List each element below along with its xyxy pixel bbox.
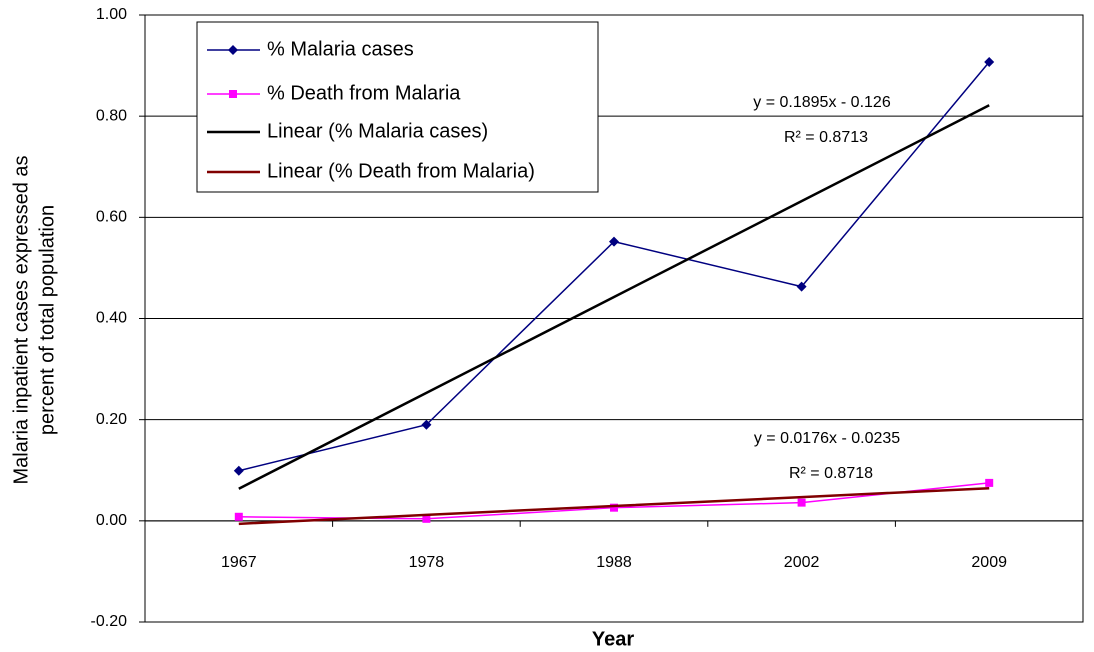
y-tick-label: 1.00 xyxy=(96,6,127,23)
x-tick-label: 1978 xyxy=(409,554,445,571)
legend-label: Linear (% Death from Malaria) xyxy=(267,160,535,182)
point xyxy=(609,236,619,247)
point xyxy=(421,419,432,430)
legend-label: Linear (% Malaria cases) xyxy=(267,120,488,142)
point xyxy=(984,57,995,68)
point xyxy=(797,498,806,507)
y-tick-label: 0.00 xyxy=(96,512,127,529)
series-line xyxy=(238,486,990,526)
trend-equation: y = 0.1895x - 0.126 xyxy=(753,94,891,111)
trend-r-squared: R² = 0.8718 xyxy=(789,465,873,482)
x-tick-label: 2009 xyxy=(971,554,1007,571)
y-tick-label: 0.80 xyxy=(96,107,127,124)
point xyxy=(233,465,244,476)
y-axis-title: Malaria inpatient cases expressed as per… xyxy=(10,155,58,484)
legend: % Malaria cases % Death from Malaria Linea… xyxy=(196,21,599,193)
y-tick-label: 0.20 xyxy=(96,411,127,428)
x-tick-label: 2002 xyxy=(784,554,820,571)
trend-equation: y = 0.0176x - 0.0235 xyxy=(754,430,900,447)
point xyxy=(796,281,807,292)
point xyxy=(234,512,243,521)
y-tick-label: -0.20 xyxy=(91,613,128,630)
legend-label: % Malaria cases xyxy=(267,38,414,60)
point xyxy=(228,45,238,55)
point xyxy=(422,514,431,523)
y-tick-label: 0.40 xyxy=(96,310,127,327)
trend-r-squared: R² = 0.8713 xyxy=(784,129,868,146)
series-line xyxy=(238,104,990,490)
plot-frame xyxy=(144,14,1084,623)
legend-label: % Death from Malaria xyxy=(267,82,461,104)
x-axis-title: Year xyxy=(592,628,634,650)
point xyxy=(610,503,618,512)
legend-box xyxy=(196,21,599,193)
series-line xyxy=(238,482,990,520)
point xyxy=(985,478,994,487)
y-axis-title-line: Malaria inpatient cases expressed as xyxy=(10,155,32,484)
point xyxy=(229,90,237,98)
x-tick-label: 1988 xyxy=(596,554,632,571)
y-tick-label: 0.60 xyxy=(96,209,127,226)
x-tick-label: 1967 xyxy=(221,554,257,571)
y-axis-title-line: percent of total population xyxy=(36,205,58,435)
